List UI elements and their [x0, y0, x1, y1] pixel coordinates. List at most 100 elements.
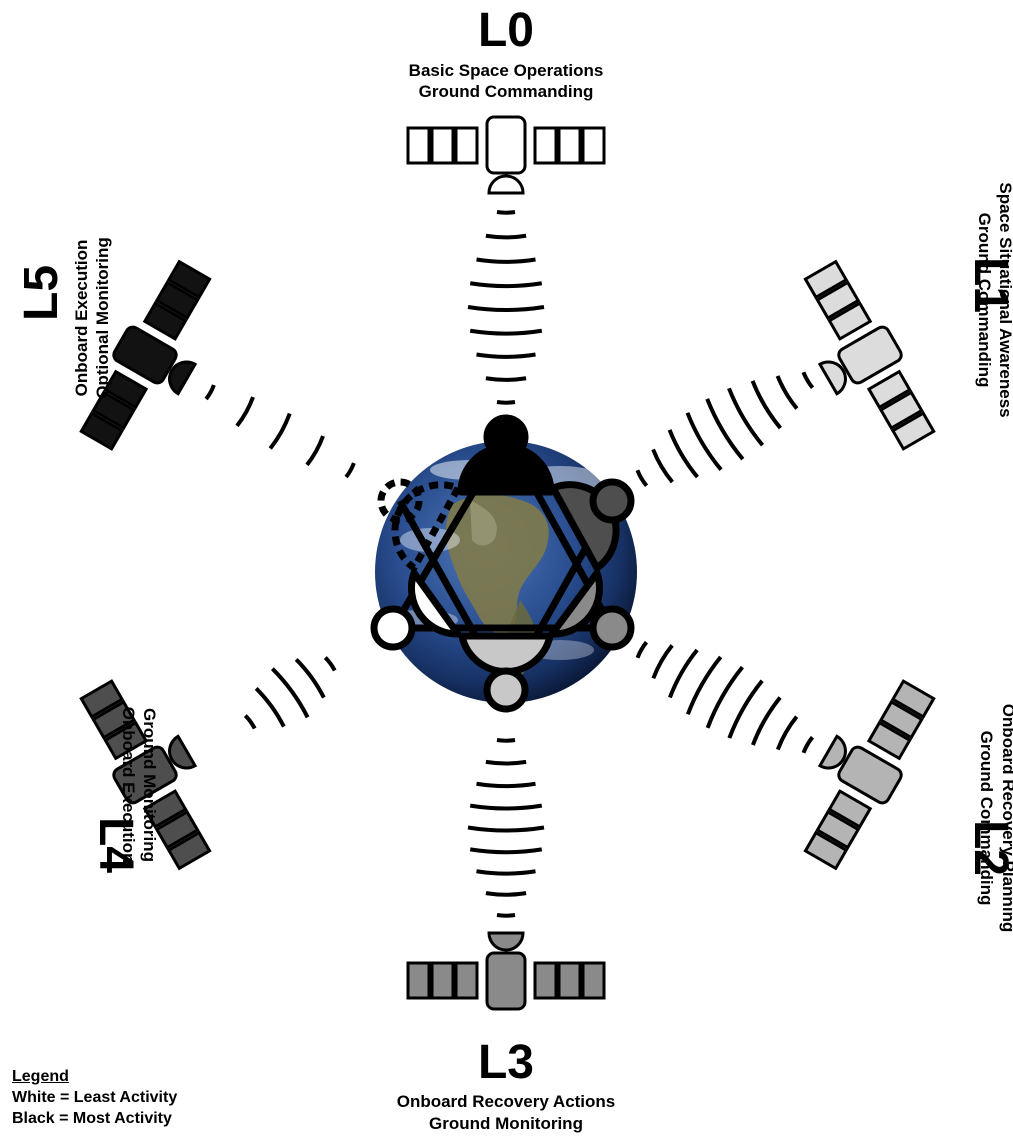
l5-signal-waves — [204, 384, 356, 479]
l2-line-1: Onboard Recovery Planning — [999, 704, 1013, 933]
solar-panel-cell — [878, 699, 924, 740]
l3-ground-node — [483, 667, 529, 713]
l5-line-1: Onboard Execution — [72, 240, 91, 397]
l4-ground-dome — [408, 569, 462, 638]
antenna-dish — [168, 360, 198, 396]
signal-arc — [476, 781, 536, 789]
l3-label: L3 Onboard Recovery Actions Ground Monit… — [397, 1036, 616, 1133]
signal-arc — [254, 687, 286, 728]
signal-arc — [496, 913, 516, 918]
signal-arc — [750, 380, 782, 430]
l5-line-2: Optional Monitoring — [93, 237, 112, 398]
legend-item-black: Black = Most Activity — [12, 1110, 172, 1127]
antenna-dish — [168, 734, 198, 770]
l2-line-2: Ground Commanding — [977, 731, 996, 906]
signal-arc — [323, 656, 337, 672]
signal-arc — [485, 759, 527, 766]
solar-panel-cell — [406, 961, 431, 1000]
signal-arc — [685, 412, 723, 471]
signal-arc — [775, 375, 799, 410]
l3-satellite — [406, 931, 606, 1011]
l2-label: L2 Onboard Recovery Planning Ground Comm… — [964, 704, 1013, 933]
signal-arc — [496, 738, 516, 743]
signal-arc — [496, 400, 516, 405]
solar-panel-cell — [142, 789, 188, 829]
satellite-body — [112, 745, 178, 805]
signal-arc — [469, 847, 543, 855]
antenna-dish — [487, 931, 525, 952]
signal-arc — [775, 715, 799, 751]
solar-panel-cell — [890, 411, 936, 451]
signal-arc — [476, 352, 536, 359]
signal-arc — [476, 869, 536, 876]
solar-panel-cell — [91, 390, 137, 431]
solar-panel-cell — [103, 720, 149, 761]
signal-arc — [485, 233, 527, 240]
solar-panel-cell — [815, 809, 861, 850]
signal-arc — [204, 384, 216, 401]
l0-signal-waves — [467, 210, 545, 405]
signal-arc — [270, 667, 310, 719]
signal-arc — [801, 371, 815, 390]
solar-panel-cell — [166, 830, 212, 871]
signal-arc — [469, 328, 543, 336]
solar-panel-cell — [803, 830, 849, 871]
solar-panel-cell — [406, 126, 431, 165]
solar-panel-cell — [866, 720, 912, 761]
solar-panel-cell — [79, 411, 125, 451]
signal-waves-layer — [204, 210, 815, 918]
l1-title: L1 — [964, 257, 1013, 313]
solar-panel-cell — [557, 961, 582, 1000]
signal-arc — [235, 396, 255, 428]
l5-ground-station — [377, 478, 462, 572]
ground-station-network — [370, 414, 635, 713]
signal-arc — [243, 714, 257, 730]
satellite-body — [837, 325, 903, 385]
legend-title: Legend — [12, 1068, 69, 1085]
l3-line-1: Onboard Recovery Actions — [397, 1092, 616, 1111]
l1-satellite — [803, 259, 936, 451]
solar-panel-cell — [866, 369, 912, 410]
legend-item-white: White = Least Activity — [12, 1089, 178, 1106]
l4-line-2: Ground Monitoring — [140, 708, 159, 862]
l0-line-1: Basic Space Operations — [409, 61, 604, 80]
solar-panel-cell — [557, 126, 582, 165]
solar-panel-cell — [454, 961, 479, 1000]
l2-ground-node — [589, 605, 635, 651]
solar-panel-cell — [533, 961, 558, 1000]
solar-panel-cell — [91, 699, 137, 740]
satellite-body — [485, 951, 527, 1011]
solar-panel-cell — [827, 789, 873, 829]
signal-arc — [751, 696, 782, 746]
solar-panel-cell — [79, 679, 125, 719]
solar-panel-cell — [142, 301, 188, 341]
l1-signal-waves — [635, 371, 815, 488]
l0-title: L0 — [478, 4, 534, 57]
solar-panel-cell — [154, 809, 200, 850]
signal-arc — [469, 803, 543, 811]
signal-arc — [668, 648, 699, 699]
solar-panel-cell — [581, 961, 606, 1000]
signal-arc — [294, 658, 326, 699]
solar-panel-cell — [827, 301, 873, 341]
l3-title: L3 — [478, 1036, 534, 1089]
signal-arc — [485, 891, 527, 897]
l2-satellite — [803, 679, 936, 871]
l1-ground-node — [589, 478, 635, 524]
solar-panel-cell — [890, 679, 936, 719]
l4-line-1: Onboard Execution — [119, 707, 138, 864]
l4-title: L4 — [89, 817, 142, 873]
antenna-dish — [487, 174, 525, 195]
solar-panel-cell — [533, 126, 558, 165]
solar-panel-cell — [803, 259, 849, 300]
signal-arc — [305, 435, 325, 467]
signal-arc — [727, 387, 765, 447]
l0-satellite — [406, 115, 606, 195]
solar-panel-cell — [166, 259, 212, 300]
signal-arc — [485, 376, 527, 382]
solar-panel-cell — [430, 961, 455, 1000]
solar-panel-cell — [815, 280, 861, 321]
l2-ground-dome — [548, 569, 604, 638]
l1-line-1: Space Situational Awareness — [996, 182, 1013, 417]
